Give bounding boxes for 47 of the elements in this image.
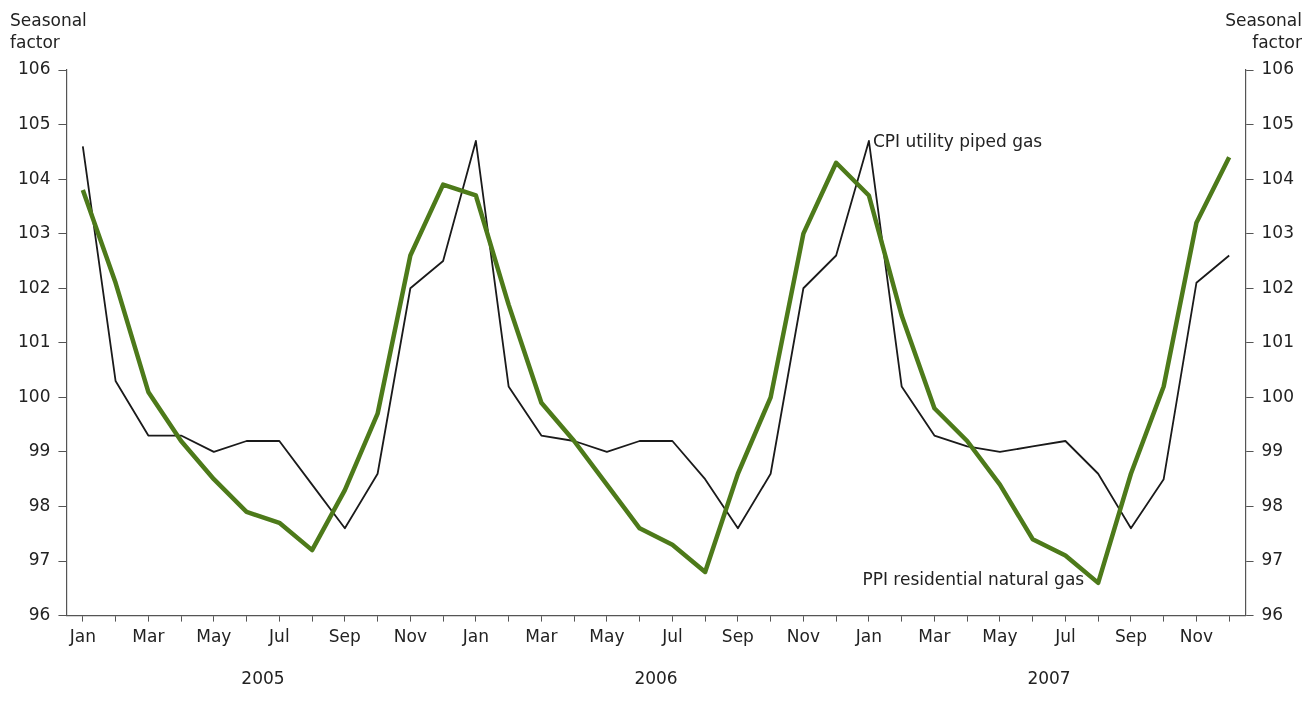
series-label: CPI utility piped gas	[872, 130, 1043, 151]
y2-tick-label: 102	[1261, 276, 1295, 297]
y2-tick-label: 105	[1261, 112, 1295, 133]
y-tick-label: 102	[17, 276, 51, 297]
x-tick-label: Sep	[1114, 626, 1147, 647]
x-tick-label: Jul	[661, 626, 683, 647]
text: 2007	[1027, 667, 1071, 688]
y-tick-label: 101	[17, 331, 51, 352]
y2-tick-label: 96	[1261, 604, 1284, 625]
x-tick-label: Mar	[525, 626, 558, 647]
y-tick-label: 98	[28, 494, 51, 515]
text: 2005	[241, 667, 285, 688]
x-tick-label: Nov	[393, 626, 427, 647]
series-label: PPI residential natural gas	[862, 568, 1085, 589]
y-tick-label: 99	[28, 440, 51, 461]
x-tick-label: Jan	[854, 626, 882, 647]
y2-tick-label: 99	[1261, 440, 1284, 461]
y2-tick-label: 100	[1261, 385, 1295, 406]
x-tick-label: Mar	[132, 626, 165, 647]
y-tick-label: 96	[28, 604, 51, 625]
x-tick-label: Nov	[786, 626, 820, 647]
y2-tick-label: 101	[1261, 331, 1295, 352]
y2-tick-label: 98	[1261, 494, 1284, 515]
y-tick-label: 105	[17, 112, 51, 133]
y-tick-label: 100	[17, 385, 51, 406]
x-tick-label: May	[196, 626, 232, 647]
y2-tick-label: 104	[1261, 167, 1295, 188]
x-tick-label: Jul	[1054, 626, 1076, 647]
x-tick-label: Nov	[1179, 626, 1214, 647]
text: 2006	[634, 667, 678, 688]
y-tick-label: 103	[17, 222, 51, 243]
x-tick-label: May	[589, 626, 625, 647]
x-tick-label: May	[982, 626, 1018, 647]
y2-tick-label: 106	[1261, 58, 1295, 79]
y2-axis-title: Seasonal factor	[1225, 10, 1302, 52]
x-tick-label: Mar	[918, 626, 951, 647]
y2-tick-label: 103	[1261, 222, 1295, 243]
x-tick-label: Jan	[68, 626, 96, 647]
y-axis-title: Seasonal factor	[10, 10, 87, 52]
x-tick-label: Sep	[721, 626, 754, 647]
x-tick-label: Sep	[328, 626, 361, 647]
y2-tick-label: 97	[1261, 549, 1284, 570]
y-tick-label: 106	[17, 58, 51, 79]
y-tick-label: 97	[28, 549, 51, 570]
y-tick-label: 104	[17, 167, 51, 188]
x-tick-label: Jan	[461, 626, 489, 647]
x-tick-label: Jul	[268, 626, 290, 647]
